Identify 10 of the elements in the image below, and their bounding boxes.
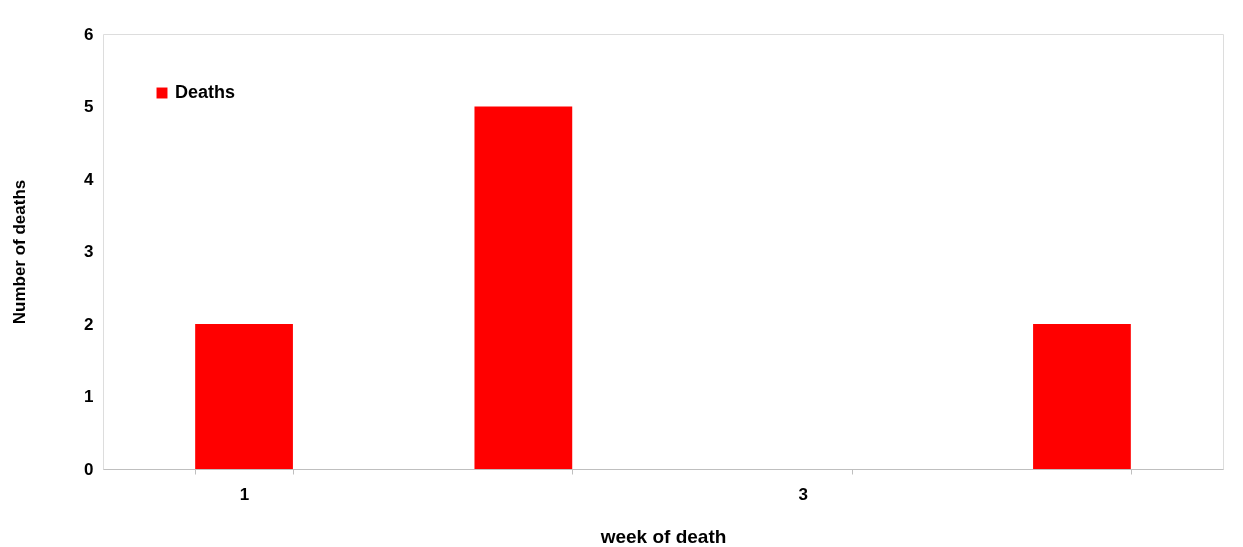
legend-label: Deaths xyxy=(175,82,236,102)
y-tick-label: 6 xyxy=(84,24,94,44)
y-tick-label: 4 xyxy=(84,169,95,189)
y-axis-title: Number of deaths xyxy=(10,179,30,325)
x-axis-title: week of death xyxy=(599,525,727,547)
y-tick-label: 2 xyxy=(84,314,94,334)
y-tick-label: 5 xyxy=(84,97,94,116)
y-tick-label: 1 xyxy=(84,387,94,406)
y-tick-label: 0 xyxy=(84,459,94,479)
y-tick-label: 3 xyxy=(84,242,94,261)
